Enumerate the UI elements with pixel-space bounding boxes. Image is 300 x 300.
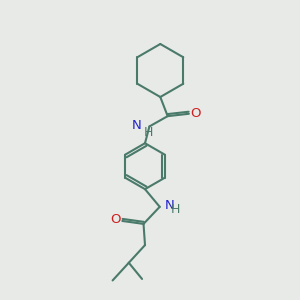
Text: H: H [171, 203, 181, 216]
Text: H: H [143, 126, 153, 140]
Text: O: O [190, 107, 201, 120]
Text: N: N [131, 119, 141, 132]
Text: N: N [165, 199, 175, 212]
Text: O: O [111, 213, 121, 226]
